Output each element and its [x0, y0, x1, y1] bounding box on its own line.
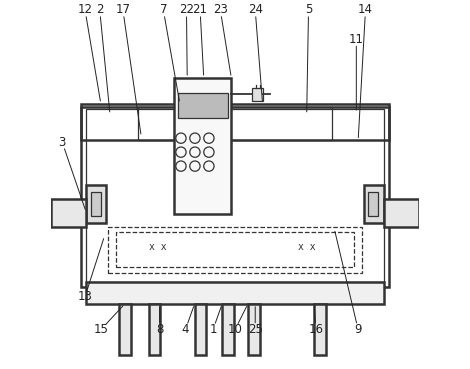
Text: 22: 22: [179, 3, 194, 16]
Bar: [384, 199, 419, 227]
Bar: [248, 304, 259, 355]
Text: 1: 1: [209, 323, 217, 336]
Bar: [364, 184, 384, 223]
Text: 5: 5: [305, 3, 312, 16]
Bar: [251, 88, 263, 101]
Text: 24: 24: [248, 3, 263, 16]
Text: 16: 16: [308, 323, 323, 336]
Bar: [314, 304, 326, 355]
Text: 10: 10: [227, 323, 243, 336]
Bar: [80, 104, 390, 287]
Bar: [149, 304, 160, 355]
Text: 17: 17: [115, 3, 130, 16]
Text: 13: 13: [78, 290, 93, 303]
Bar: [174, 78, 231, 214]
Bar: [91, 192, 101, 216]
Text: 8: 8: [156, 323, 164, 336]
Bar: [108, 227, 362, 273]
Bar: [86, 109, 384, 282]
Bar: [195, 304, 206, 355]
Bar: [80, 107, 390, 140]
Text: 14: 14: [358, 3, 373, 16]
Text: 4: 4: [181, 323, 189, 336]
Bar: [178, 93, 227, 118]
Text: x x: x x: [149, 242, 166, 252]
Text: 21: 21: [193, 3, 208, 16]
Text: 15: 15: [94, 323, 108, 336]
Bar: [222, 304, 234, 355]
Text: 2: 2: [96, 3, 103, 16]
Bar: [116, 232, 354, 267]
Bar: [368, 192, 378, 216]
Text: 3: 3: [59, 136, 66, 149]
Bar: [51, 199, 86, 227]
Bar: [86, 184, 106, 223]
Text: x x: x x: [298, 242, 315, 252]
Text: 23: 23: [213, 3, 228, 16]
Text: 7: 7: [160, 3, 167, 16]
Bar: [86, 282, 384, 304]
Text: 12: 12: [78, 3, 93, 16]
Text: 11: 11: [349, 33, 364, 46]
Text: 25: 25: [248, 323, 263, 336]
Text: 9: 9: [354, 323, 362, 336]
Bar: [119, 304, 131, 355]
Bar: [138, 107, 332, 140]
